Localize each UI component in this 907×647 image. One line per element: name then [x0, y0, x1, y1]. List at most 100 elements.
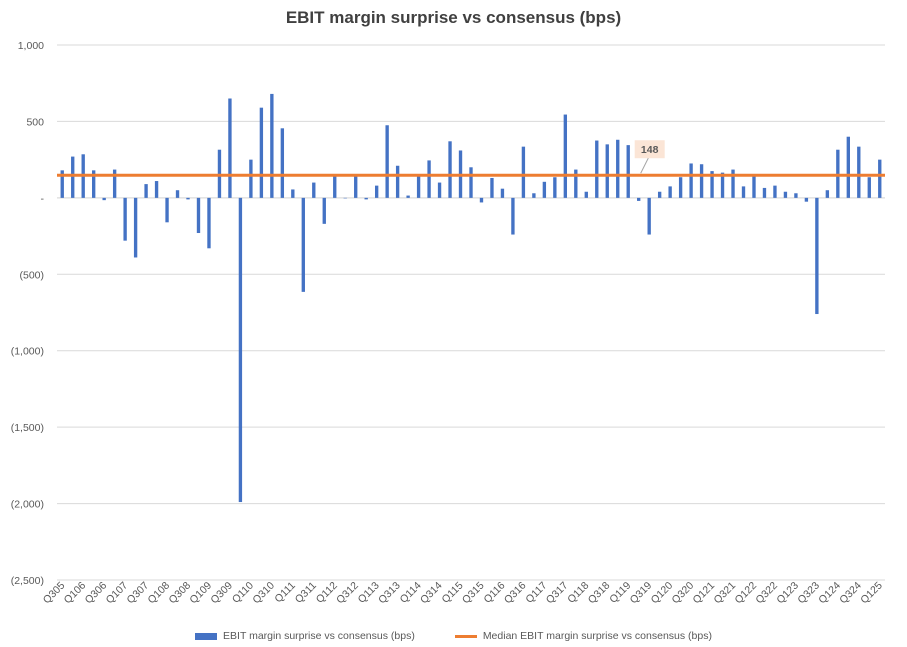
x-tick-label: Q124	[816, 580, 843, 607]
bar	[616, 139, 620, 198]
y-tick-label: -	[41, 193, 45, 205]
bar	[668, 186, 672, 198]
bars-group	[60, 93, 882, 503]
x-tick-label: Q118	[565, 580, 591, 606]
bar	[291, 189, 295, 198]
x-tick-label: Q305	[41, 580, 68, 607]
bar	[364, 197, 368, 200]
bar	[815, 197, 819, 315]
x-tick-label: Q125	[858, 580, 885, 607]
bar	[720, 172, 725, 198]
bar	[312, 182, 316, 198]
x-tick-label: Q117	[523, 580, 549, 606]
x-axis-ticks: Q305Q106Q306Q107Q307Q108Q308Q109Q309Q110…	[41, 580, 885, 607]
x-tick-label: Q306	[83, 580, 110, 607]
bar	[521, 146, 526, 198]
bar	[731, 169, 735, 198]
bar	[133, 197, 138, 258]
x-tick-label: Q314	[418, 580, 445, 607]
bar	[532, 193, 536, 198]
x-tick-label: Q110	[230, 580, 256, 606]
bar	[773, 185, 777, 198]
bar	[437, 182, 442, 198]
bar	[752, 176, 756, 198]
x-tick-label: Q107	[104, 580, 131, 607]
bar	[553, 177, 557, 198]
y-tick-label: (1,000)	[11, 346, 44, 358]
annotation-leader	[640, 157, 650, 174]
x-tick-label: Q122	[732, 580, 759, 607]
x-tick-label: Q312	[334, 580, 361, 607]
bar	[574, 169, 578, 198]
x-tick-label: Q320	[670, 580, 697, 607]
x-tick-label: Q318	[586, 580, 613, 607]
bar	[238, 197, 243, 503]
x-tick-label: Q310	[250, 580, 277, 607]
bar	[783, 191, 788, 198]
bar	[416, 176, 421, 198]
x-tick-label: Q112	[314, 580, 340, 606]
x-tick-label: Q108	[146, 580, 173, 607]
bar	[207, 197, 211, 249]
bar	[228, 98, 232, 198]
bar	[60, 170, 64, 198]
x-tick-label: Q120	[649, 580, 676, 607]
bar	[469, 167, 473, 198]
bar	[374, 185, 379, 198]
bar	[333, 176, 337, 198]
x-tick-label: Q121	[691, 580, 718, 607]
bar	[154, 181, 159, 198]
bar	[846, 136, 850, 198]
bar	[123, 197, 127, 241]
bar	[741, 186, 746, 198]
x-tick-label: Q123	[774, 580, 801, 607]
bar	[699, 164, 704, 198]
x-tick-label: Q313	[376, 580, 403, 607]
bar	[395, 165, 400, 198]
bar	[762, 187, 767, 198]
bar	[542, 181, 547, 198]
bar	[249, 159, 253, 198]
x-tick-label: Q311	[293, 580, 319, 606]
bar	[490, 177, 494, 198]
x-tick-label: Q114	[398, 580, 424, 606]
bar	[689, 163, 693, 198]
legend-label-bars: EBIT margin surprise vs consensus (bps)	[223, 630, 415, 642]
bar	[186, 197, 190, 200]
legend-swatch-median	[454, 634, 477, 638]
x-tick-label: Q309	[208, 580, 235, 607]
bar	[144, 184, 148, 198]
bar	[385, 125, 389, 198]
x-tick-label: Q106	[62, 580, 89, 607]
gridlines	[57, 44, 885, 581]
x-tick-label: Q111	[272, 580, 298, 606]
x-tick-label: Q323	[795, 580, 822, 607]
bar	[867, 177, 871, 198]
annotation-box	[634, 140, 665, 159]
bar	[354, 176, 358, 198]
y-tick-label: (500)	[19, 269, 44, 281]
bar	[584, 191, 588, 198]
annotation-label: 148	[641, 144, 659, 156]
bar	[427, 160, 431, 198]
bar	[595, 140, 599, 198]
y-tick-label: 1,000	[18, 40, 44, 52]
legend: EBIT margin surprise vs consensus (bps) …	[0, 630, 907, 642]
bar	[647, 197, 651, 235]
x-tick-label: Q324	[837, 580, 864, 607]
x-tick-label: Q115	[440, 580, 466, 606]
x-tick-label: Q319	[628, 580, 655, 607]
x-tick-label: Q322	[753, 580, 780, 607]
bar	[878, 159, 882, 198]
y-tick-label: (2,000)	[11, 499, 44, 511]
y-tick-label: 500	[26, 116, 44, 128]
bar	[657, 191, 662, 198]
y-tick-label: (1,500)	[11, 422, 44, 434]
bar	[71, 156, 75, 198]
bar	[563, 114, 568, 198]
y-axis-ticks: 1,000 500 - (500) (1,000) (1,500) (2,000) (2,50…	[11, 40, 45, 587]
x-tick-label: Q307	[125, 580, 152, 607]
chart-title: EBIT margin surprise vs consensus (bps)	[285, 8, 622, 27]
bar	[825, 190, 830, 198]
